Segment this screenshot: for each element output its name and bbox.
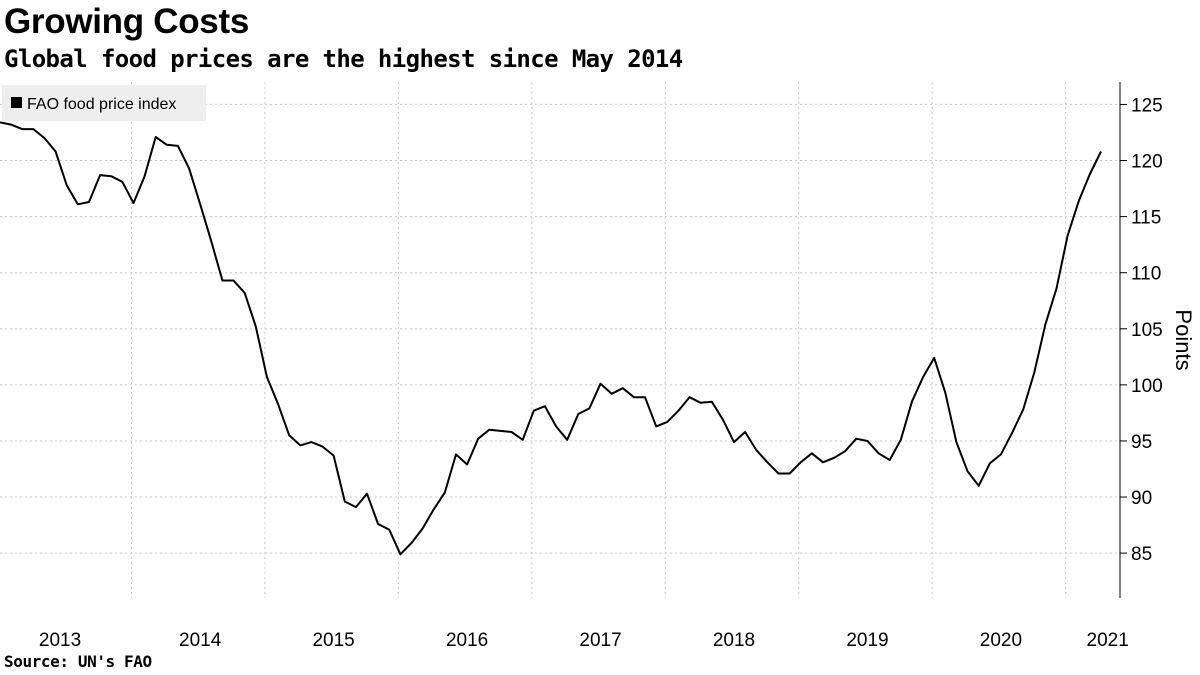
y-tick-label: 90 <box>1131 488 1152 509</box>
source-note: Source: UN's FAO <box>4 652 152 671</box>
legend-label: FAO food price index <box>27 96 176 113</box>
series-line <box>0 121 1102 556</box>
chart-title: Growing Costs <box>4 2 249 41</box>
x-tick-label: 2017 <box>579 630 621 651</box>
y-tick-label: 105 <box>1131 320 1163 341</box>
chart-subtitle: Global food prices are the highest since… <box>4 45 683 73</box>
y-tick-label: 125 <box>1131 95 1163 116</box>
y-tick-label: 120 <box>1131 152 1163 173</box>
x-tick-label: 2014 <box>179 630 222 651</box>
y-tick-label: 110 <box>1131 264 1161 285</box>
x-tick-label: 2016 <box>446 630 488 651</box>
x-tick-label: 2013 <box>39 630 81 651</box>
legend-background <box>2 85 206 121</box>
legend-swatch <box>11 97 22 108</box>
y-tick-label: 85 <box>1131 544 1152 565</box>
x-tick-label: 2019 <box>846 630 888 651</box>
y-axis-title: Points <box>1171 309 1196 370</box>
y-tick-label: 95 <box>1131 432 1152 453</box>
x-tick-label: 2015 <box>312 630 354 651</box>
x-tick-label: 2021 <box>1087 630 1129 651</box>
series-layer <box>0 121 1102 556</box>
legend: FAO food price index <box>2 85 206 121</box>
x-tick-label: 2018 <box>713 630 755 651</box>
y-tick-label: 100 <box>1131 376 1163 397</box>
x-tick-label: 2020 <box>980 630 1022 651</box>
grid-layer <box>0 82 1120 598</box>
y-tick-label: 115 <box>1131 208 1161 229</box>
axis-layer: 85 90 95 100 105 110 115 120 125 2013 2014 2015 2016… <box>39 82 1163 651</box>
